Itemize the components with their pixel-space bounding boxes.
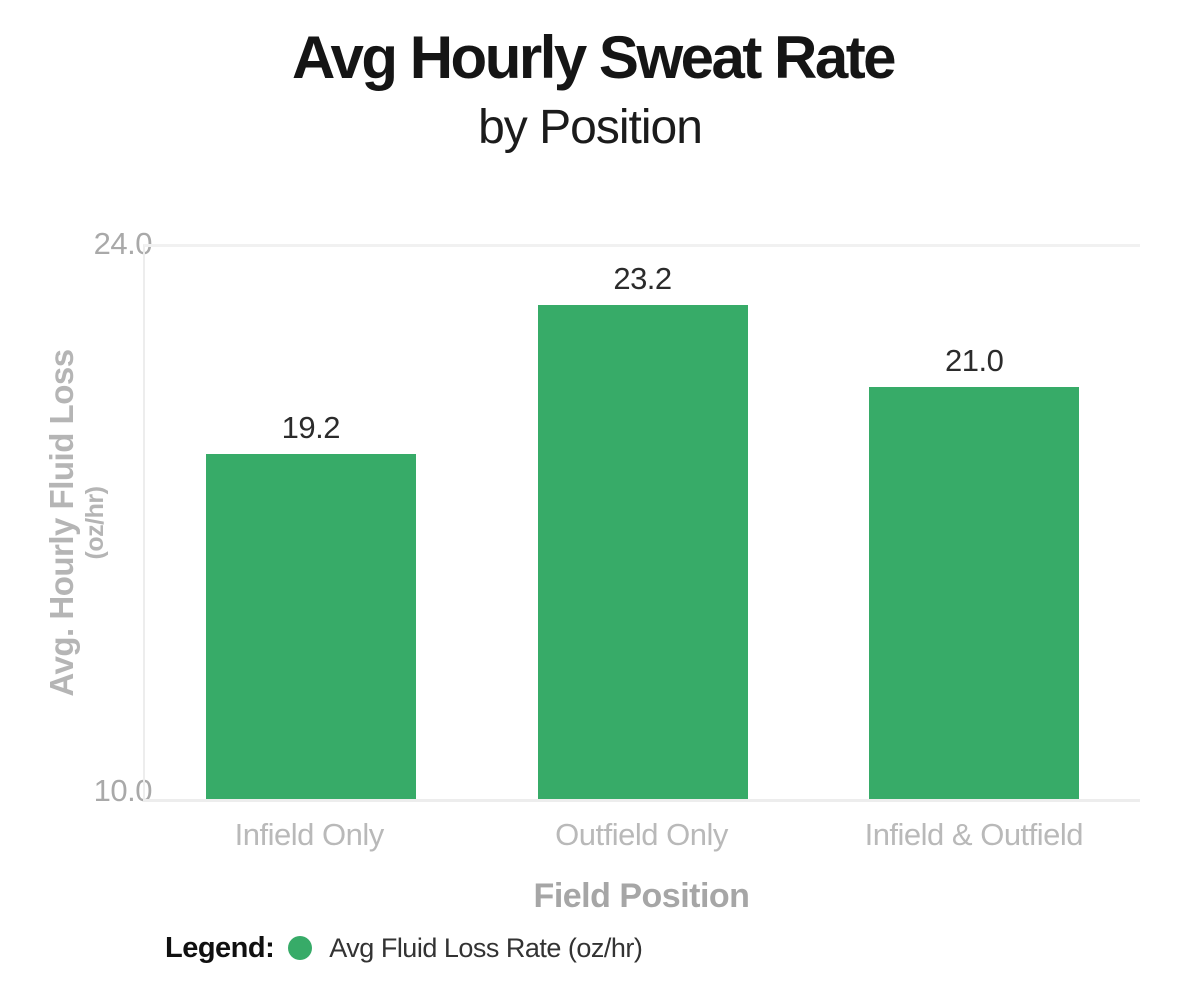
y-axis-unit: (oz/hr) (81, 486, 109, 560)
category-label-infield-only: Infield Only (234, 817, 385, 852)
bar-slot: 19.2 (145, 247, 477, 799)
x-axis-title: Field Position (533, 877, 750, 915)
plot-area: 19.2 23.2 21.0 (143, 244, 1140, 802)
bar-slot: 23.2 (477, 247, 809, 799)
chart-subtitle: by Position (478, 101, 703, 154)
bar-value-label: 19.2 (281, 410, 341, 445)
legend-swatch-icon (288, 936, 313, 960)
legend: Legend: Avg Fluid Loss Rate (oz/hr) (165, 930, 643, 966)
bar-outfield-only (537, 305, 748, 799)
y-tick-max: 24.0 (93, 226, 153, 261)
legend-items: Avg Fluid Loss Rate (oz/hr) (288, 932, 643, 964)
category-label-infield-outfield: Infield & Outfield (864, 817, 1084, 852)
bar-value-label: 21.0 (945, 343, 1004, 378)
chart-title: Avg Hourly Sweat Rate (291, 24, 897, 91)
legend-label: Legend: (165, 931, 275, 964)
bar-slot: 21.0 (808, 247, 1140, 799)
y-tick-min: 10.0 (93, 773, 153, 808)
category-label-outfield-only: Outfield Only (555, 817, 728, 852)
bar-infield-only (205, 454, 416, 799)
legend-item-label: Avg Fluid Loss Rate (oz/hr) (329, 932, 643, 963)
bar-value-label: 23.2 (613, 261, 672, 296)
x-axis-category-labels: Infield Only Outfield Only Infield & Outfi… (143, 816, 1140, 854)
bar-infield-outfield (869, 387, 1080, 799)
y-axis-title-text: Avg. Hourly Fluid Loss (43, 349, 80, 697)
y-axis-title: Avg. Hourly Fluid Loss (oz/hr) (43, 213, 109, 833)
